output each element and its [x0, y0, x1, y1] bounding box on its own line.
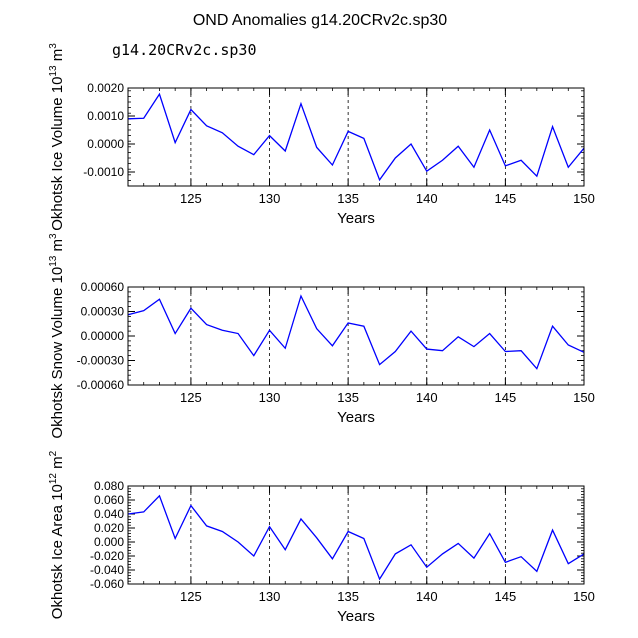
x-tick-label: 130	[259, 191, 281, 206]
x-tick-label: 150	[573, 390, 595, 405]
y-tick-label: 0.040	[94, 507, 124, 521]
series-line-ice-volume	[127, 92, 585, 182]
y-tick-label: -0.00030	[77, 354, 125, 368]
panel-ice-volume: 125 130 135 140 145 150 -0.0010 0.0000 0.0010 0.0…	[48, 43, 595, 231]
x-tick-label: 140	[416, 390, 438, 405]
plot-frame	[127, 485, 585, 585]
x-axis-label: Years	[337, 608, 375, 625]
y-tick-label: -0.00060	[77, 378, 125, 392]
x-tick-label: 135	[337, 589, 359, 604]
x-tick-label: 135	[337, 390, 359, 405]
x-tick-label: 135	[337, 191, 359, 206]
x-tick-label: 130	[259, 589, 281, 604]
panel-snow-volume: 125 130 135 140 145 150 -0.00060 -0.00030 0.0000…	[48, 233, 595, 439]
chart-title: OND Anomalies g14.20CRv2c.sp30	[193, 12, 447, 29]
x-axis-label: Years	[337, 210, 375, 227]
series-line-snow-volume	[127, 294, 585, 370]
y-tick-label: 0.060	[94, 493, 124, 507]
plot-frame	[127, 286, 585, 386]
x-tick-label: 150	[573, 191, 595, 206]
x-tick-label: 145	[495, 390, 517, 405]
y-axis-label: Okhotsk Ice Volume 1013 m3	[48, 43, 66, 231]
x-tick-label: 150	[573, 589, 595, 604]
y-tick-label: 0.00060	[81, 280, 125, 294]
x-tick-label: 125	[180, 191, 202, 206]
y-tick-label: 0.0020	[87, 81, 124, 95]
x-tick-label: 125	[180, 390, 202, 405]
y-tick-label: 0.0010	[87, 109, 124, 123]
y-tick-label: 0.020	[94, 521, 124, 535]
x-tick-label: 140	[416, 589, 438, 604]
y-tick-label: 0.000	[94, 535, 124, 549]
y-tick-label: 0.00000	[81, 329, 125, 343]
y-tick-label: -0.040	[90, 563, 124, 577]
y-tick-label: -0.0010	[83, 165, 124, 179]
plot-frame	[127, 87, 585, 187]
y-tick-label: -0.020	[90, 549, 124, 563]
x-tick-label: 125	[180, 589, 202, 604]
x-tick-label: 145	[495, 191, 517, 206]
panel-ice-area: 125 130 135 140 145 150 -0.060-0.040-0.0200.00…	[48, 450, 595, 625]
y-tick-label: 0.080	[94, 479, 124, 493]
chart-subtitle: g14.20CRv2c.sp30	[112, 41, 257, 59]
y-tick-label: 0.0000	[87, 137, 124, 151]
y-axis-label: Okhotsk Snow Volume 1013 m3	[48, 233, 66, 439]
y-tick-label: -0.060	[90, 577, 124, 591]
y-tick-label: 0.00030	[81, 305, 125, 319]
y-axis-label: Okhotsk Ice Area 1012 m2	[48, 450, 66, 619]
x-axis-label: Years	[337, 409, 375, 426]
x-tick-label: 145	[495, 589, 517, 604]
x-tick-label: 140	[416, 191, 438, 206]
x-tick-label: 130	[259, 390, 281, 405]
series-line-ice-area	[127, 494, 585, 581]
